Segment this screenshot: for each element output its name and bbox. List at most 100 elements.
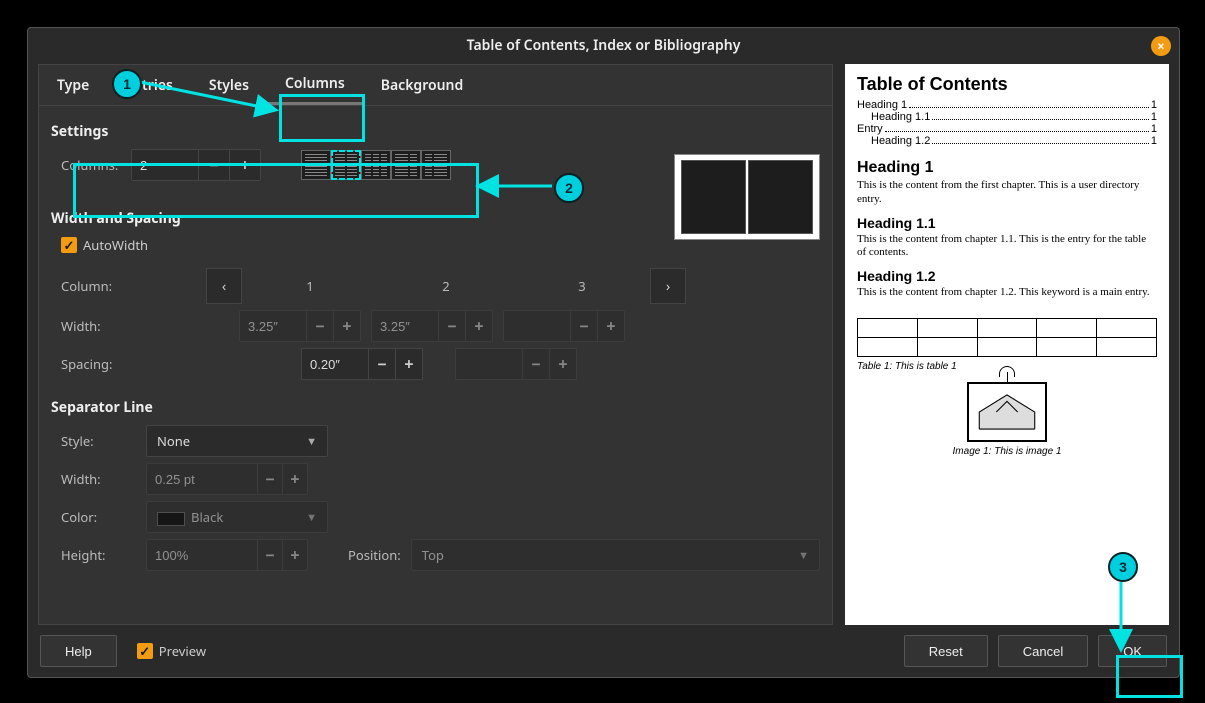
- sep-style-value: None: [157, 432, 190, 450]
- toc-dialog: Table of Contents, Index or Bibliography…: [27, 27, 1180, 678]
- columns-decrement[interactable]: −: [198, 150, 229, 180]
- section-settings: Settings: [51, 122, 820, 141]
- sep-style-dropdown[interactable]: None ▼: [146, 425, 328, 457]
- layout-preset-1[interactable]: [301, 150, 331, 180]
- toc-label: Heading 1: [857, 99, 907, 111]
- sep-position-value: Top: [422, 546, 444, 564]
- house-icon: [975, 390, 1039, 434]
- chevron-down-icon: ▼: [306, 510, 317, 525]
- callout-number: 2: [565, 180, 573, 196]
- section-separator: Separator Line: [51, 398, 820, 417]
- sep-position-dropdown: Top ▼: [411, 539, 820, 571]
- cancel-button[interactable]: Cancel: [998, 635, 1088, 667]
- spinner-increment: +: [465, 311, 492, 341]
- layout-preset-5[interactable]: [421, 150, 451, 180]
- tab-type[interactable]: Type: [39, 65, 107, 105]
- columns-spinner[interactable]: − +: [131, 149, 261, 181]
- width-col2-spinner: − +: [371, 310, 493, 342]
- reset-label: Reset: [929, 644, 963, 659]
- layout-preset-2[interactable]: [331, 150, 361, 180]
- help-label: Help: [65, 644, 92, 659]
- annotation-callout-3: 3: [1108, 552, 1138, 582]
- chevron-down-icon: ▼: [798, 548, 809, 563]
- spacing-2-spinner: − +: [455, 348, 577, 380]
- mini-preview-col: [681, 160, 746, 234]
- dialog-footer: Help ✓ Preview Reset Cancel OK: [28, 625, 1179, 677]
- reset-button[interactable]: Reset: [904, 635, 988, 667]
- ok-label: OK: [1123, 644, 1142, 659]
- sep-height-spinner: − +: [146, 539, 308, 571]
- sep-position-label: Position:: [348, 546, 401, 564]
- chevron-right-icon: ›: [666, 277, 670, 296]
- chevron-down-icon: ▼: [306, 434, 317, 449]
- spacing-1-spinner[interactable]: − +: [301, 348, 423, 380]
- tab-background[interactable]: Background: [363, 65, 482, 105]
- autowidth-label: AutoWidth: [83, 236, 148, 254]
- width-col3-input: [504, 311, 570, 341]
- close-button[interactable]: ×: [1151, 36, 1171, 56]
- toc-leader: [885, 123, 1149, 132]
- preview-pane: Table of Contents Heading 11Heading 1.11…: [845, 64, 1169, 625]
- left-pane: Type Entries Styles Columns Background S…: [38, 64, 833, 625]
- toc-label: Heading 1.1: [857, 111, 930, 123]
- sep-height-label: Height:: [61, 546, 136, 564]
- columns-increment[interactable]: +: [229, 150, 260, 180]
- toc-label: Heading 1.2: [857, 135, 930, 147]
- autowidth-checkbox[interactable]: ✓ AutoWidth: [61, 236, 148, 254]
- col-header-2: 2: [378, 277, 514, 295]
- preview-p1: This is the content from the first chapt…: [857, 179, 1157, 207]
- spinner-increment: +: [597, 311, 624, 341]
- sep-color-dropdown: Black ▼: [146, 501, 328, 533]
- spinner-increment: +: [333, 311, 360, 341]
- tab-columns[interactable]: Columns: [267, 65, 363, 105]
- help-button[interactable]: Help: [40, 635, 117, 667]
- column-next[interactable]: ›: [650, 268, 686, 304]
- toc-label: Entry: [857, 123, 883, 135]
- toc-leader: [932, 135, 1149, 144]
- col-header-1: 1: [242, 277, 378, 295]
- preview-checkbox-label: Preview: [159, 642, 206, 660]
- preview-h1: Heading 1: [857, 159, 1157, 177]
- annotation-callout-1: 1: [112, 69, 142, 99]
- layout-preset-4[interactable]: [391, 150, 421, 180]
- dialog-title: Table of Contents, Index or Bibliography: [467, 36, 741, 55]
- callout-number: 3: [1119, 559, 1127, 575]
- tab-bar: Type Entries Styles Columns Background: [39, 65, 832, 106]
- sep-style-label: Style:: [61, 432, 136, 450]
- column-prev[interactable]: ‹: [206, 268, 242, 304]
- preview-toc-title: Table of Contents: [857, 74, 1157, 95]
- tab-label: Columns: [285, 74, 345, 93]
- layout-preset-3[interactable]: [361, 150, 391, 180]
- spacing-label: Spacing:: [61, 355, 121, 373]
- checkbox-checked-icon: ✓: [137, 643, 153, 659]
- spinner-increment[interactable]: +: [395, 349, 422, 379]
- preview-h11: Heading 1.1: [857, 215, 1157, 231]
- spinner-increment: +: [282, 464, 307, 494]
- toc-line: Heading 11: [857, 99, 1157, 111]
- spinner-decrement: −: [257, 464, 282, 494]
- spinner-decrement[interactable]: −: [368, 349, 395, 379]
- cancel-label: Cancel: [1023, 644, 1063, 659]
- width-col3-spinner: − +: [503, 310, 625, 342]
- preview-checkbox[interactable]: ✓ Preview: [137, 642, 206, 660]
- spacing-1-input[interactable]: [302, 349, 368, 379]
- toc-leader: [909, 99, 1149, 108]
- width-col1-spinner: − +: [239, 310, 361, 342]
- spinner-decrement: −: [522, 349, 549, 379]
- dialog-titlebar: Table of Contents, Index or Bibliography…: [28, 28, 1179, 64]
- toc-page: 1: [1151, 135, 1157, 147]
- columns-label: Columns:: [61, 156, 121, 174]
- sep-color-text: Black: [191, 508, 223, 526]
- width-col1-input: [240, 311, 306, 341]
- chevron-left-icon: ‹: [222, 277, 226, 296]
- preview-p12: This is the content from chapter 1.2. Th…: [857, 286, 1157, 300]
- tab-label: Styles: [209, 76, 249, 95]
- tab-styles[interactable]: Styles: [191, 65, 267, 105]
- columns-input[interactable]: [132, 150, 198, 180]
- ok-button[interactable]: OK: [1098, 635, 1167, 667]
- sep-color-label: Color:: [61, 508, 136, 526]
- preview-h12: Heading 1.2: [857, 268, 1157, 284]
- sep-width-input: [147, 464, 257, 494]
- hanger-icon: [999, 366, 1015, 377]
- width-col2-input: [372, 311, 438, 341]
